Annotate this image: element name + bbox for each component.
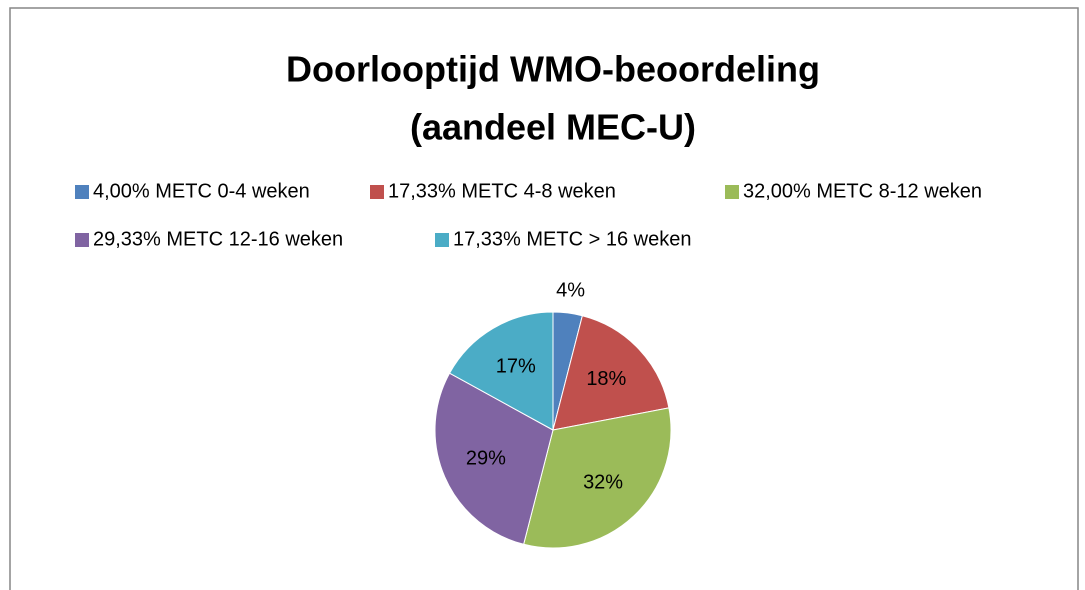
legend-swatch (725, 185, 739, 199)
data-label: 17% (496, 355, 536, 377)
legend-swatch (370, 185, 384, 199)
chart-title: Doorlooptijd WMO-beoordeling (286, 49, 820, 90)
data-label: 4% (556, 279, 585, 301)
data-label: 18% (586, 368, 626, 390)
legend-label: 32,00% METC 8-12 weken (743, 180, 982, 202)
pie-slice (523, 407, 672, 549)
pie-slice (552, 315, 670, 431)
legend-label: 4,00% METC 0-4 weken (93, 180, 310, 202)
legend-swatch (75, 233, 89, 247)
legend-label: 17,33% METC > 16 weken (453, 228, 691, 250)
legend-swatch (435, 233, 449, 247)
legend-swatch (75, 185, 89, 199)
legend-label: 29,33% METC 12-16 weken (93, 228, 343, 250)
pie-slice (434, 372, 554, 545)
legend-label: 17,33% METC 4-8 weken (388, 180, 616, 202)
chart-title: (aandeel MEC-U) (410, 107, 696, 148)
pie-slice (448, 311, 554, 431)
data-label: 29% (466, 447, 506, 469)
data-label: 32% (583, 472, 623, 494)
